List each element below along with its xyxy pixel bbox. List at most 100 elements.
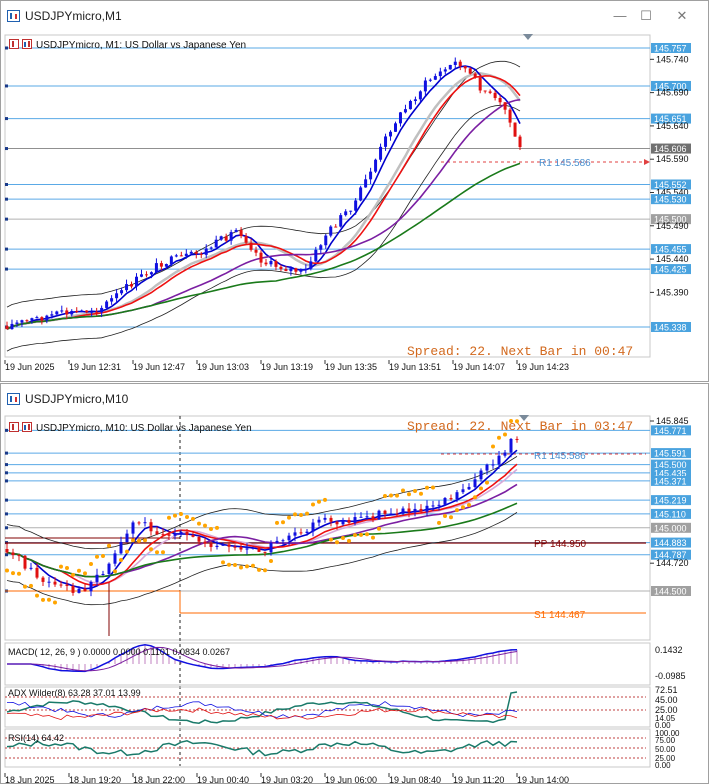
psar-dot bbox=[413, 488, 417, 493]
mid-ma bbox=[6, 75, 521, 330]
candlesticks bbox=[5, 436, 519, 597]
candle-body bbox=[289, 268, 293, 272]
candle-body bbox=[25, 320, 29, 322]
mid-ma bbox=[6, 463, 518, 586]
candle-body bbox=[209, 543, 213, 547]
candle-body bbox=[354, 200, 358, 211]
shift-marker-icon[interactable] bbox=[519, 415, 529, 421]
candle-body bbox=[279, 266, 283, 270]
title-bar[interactable]: USDJPYmicro,M1 — ☐ ✕ bbox=[1, 1, 708, 31]
candle-body bbox=[448, 64, 452, 70]
psar-dot bbox=[191, 516, 195, 521]
psar-dot bbox=[77, 568, 81, 573]
time-label: 19 Jun 13:35 bbox=[325, 362, 377, 372]
price-tag-label: 144.500 bbox=[654, 587, 687, 597]
price-tag-label: 145.757 bbox=[654, 44, 687, 54]
candle-body bbox=[394, 123, 397, 132]
chart-window-m1[interactable]: USDJPYmicro,M1 — ☐ ✕ R1 145.586 USDJPYmi… bbox=[0, 0, 709, 382]
psar-dot bbox=[161, 550, 165, 555]
psar-dot bbox=[287, 515, 291, 520]
maximize-button[interactable]: ☐ bbox=[640, 8, 652, 23]
candle-body bbox=[463, 66, 467, 69]
candle-body bbox=[423, 80, 427, 92]
minimize-button[interactable]: — bbox=[613, 8, 627, 23]
price-scale: 145.757145.740145.700145.690145.651145.6… bbox=[650, 43, 691, 333]
candle-body bbox=[401, 508, 405, 514]
lower-band bbox=[6, 104, 521, 352]
candle-body bbox=[485, 464, 489, 471]
close-button[interactable]: ✕ bbox=[676, 8, 688, 23]
chart-window-m10[interactable]: USDJPYmicro,M10 PP 144.950 S1 144.467 R1… bbox=[0, 383, 709, 784]
price-tag bbox=[651, 459, 691, 470]
price-tag-label: 145.110 bbox=[654, 509, 686, 519]
price-tag-label: 145.530 bbox=[654, 195, 687, 205]
candle-body bbox=[274, 261, 278, 267]
candle-body bbox=[17, 555, 21, 557]
candle-body bbox=[154, 263, 158, 273]
candle-body bbox=[428, 79, 432, 81]
psar-dot bbox=[125, 549, 129, 554]
scale-label: 145.690 bbox=[656, 88, 689, 98]
candle-body bbox=[453, 61, 457, 65]
title-bar[interactable]: USDJPYmicro,M10 bbox=[1, 384, 708, 414]
level-anchor bbox=[5, 183, 8, 187]
candle-body bbox=[189, 251, 193, 254]
macd-pane[interactable] bbox=[4, 642, 651, 686]
candle-body bbox=[319, 245, 323, 250]
candle-body bbox=[508, 109, 512, 123]
level-anchor bbox=[5, 553, 8, 557]
price-tag bbox=[651, 244, 691, 255]
adx-pane[interactable] bbox=[4, 686, 651, 728]
adx-plot bbox=[6, 691, 518, 724]
psar-dot bbox=[473, 495, 477, 500]
candle-body bbox=[227, 544, 231, 547]
candle-body bbox=[329, 226, 333, 236]
level-anchor bbox=[5, 463, 8, 467]
shift-marker-icon[interactable] bbox=[523, 34, 533, 40]
price-tag bbox=[651, 475, 691, 486]
scale-label: 145.590 bbox=[656, 154, 689, 164]
price-tag-label: 145.338 bbox=[654, 323, 687, 333]
psar-dot bbox=[491, 444, 495, 449]
candle-body bbox=[120, 290, 124, 294]
candle-body bbox=[509, 438, 513, 453]
candle-body bbox=[389, 513, 393, 515]
scale-label: 145.640 bbox=[656, 121, 689, 131]
candle-body bbox=[389, 131, 393, 137]
candle-body bbox=[254, 249, 258, 253]
long-ma bbox=[6, 162, 521, 330]
candle-body bbox=[11, 552, 15, 556]
candle-body bbox=[224, 236, 228, 241]
candle-body bbox=[173, 533, 177, 536]
candle-body bbox=[418, 91, 422, 100]
candle-body bbox=[455, 492, 459, 500]
scale-label: 145.490 bbox=[656, 221, 689, 231]
time-label: 19 Jun 2025 bbox=[5, 362, 55, 372]
candle-body bbox=[314, 249, 318, 262]
psar-dot bbox=[353, 533, 357, 538]
candle-body bbox=[425, 505, 429, 512]
psar-dot bbox=[173, 513, 177, 518]
m1-chart-area[interactable]: R1 145.586 USDJPYmicro, M1: US Dollar vs… bbox=[1, 31, 709, 382]
time-label: 19 Jun 12:47 bbox=[133, 362, 185, 372]
candle-body bbox=[344, 211, 348, 216]
r1-label: R1 145.586 bbox=[539, 158, 591, 169]
adx-scale-1: 72.51 bbox=[655, 685, 678, 695]
level-anchor bbox=[5, 247, 8, 251]
psar-dot bbox=[371, 535, 375, 540]
candle-body bbox=[443, 498, 447, 505]
psar-dot bbox=[239, 565, 243, 570]
price-tag bbox=[651, 264, 691, 275]
candle-body bbox=[204, 248, 208, 255]
time-label: 19 Jun 13:51 bbox=[389, 362, 441, 372]
level-anchor bbox=[5, 526, 8, 530]
psar-dot bbox=[179, 511, 183, 516]
price-tag bbox=[651, 179, 691, 190]
time-label: 18 Jun 2025 bbox=[5, 775, 55, 784]
scale-label: 145.740 bbox=[656, 54, 689, 64]
candle-body bbox=[433, 76, 437, 80]
m10-chart-area[interactable]: PP 144.950 S1 144.467 R1 145.586 USDJPYm… bbox=[1, 414, 709, 784]
psar-dot bbox=[317, 499, 321, 504]
psar-dot bbox=[347, 538, 351, 543]
psar-dot bbox=[461, 505, 465, 510]
